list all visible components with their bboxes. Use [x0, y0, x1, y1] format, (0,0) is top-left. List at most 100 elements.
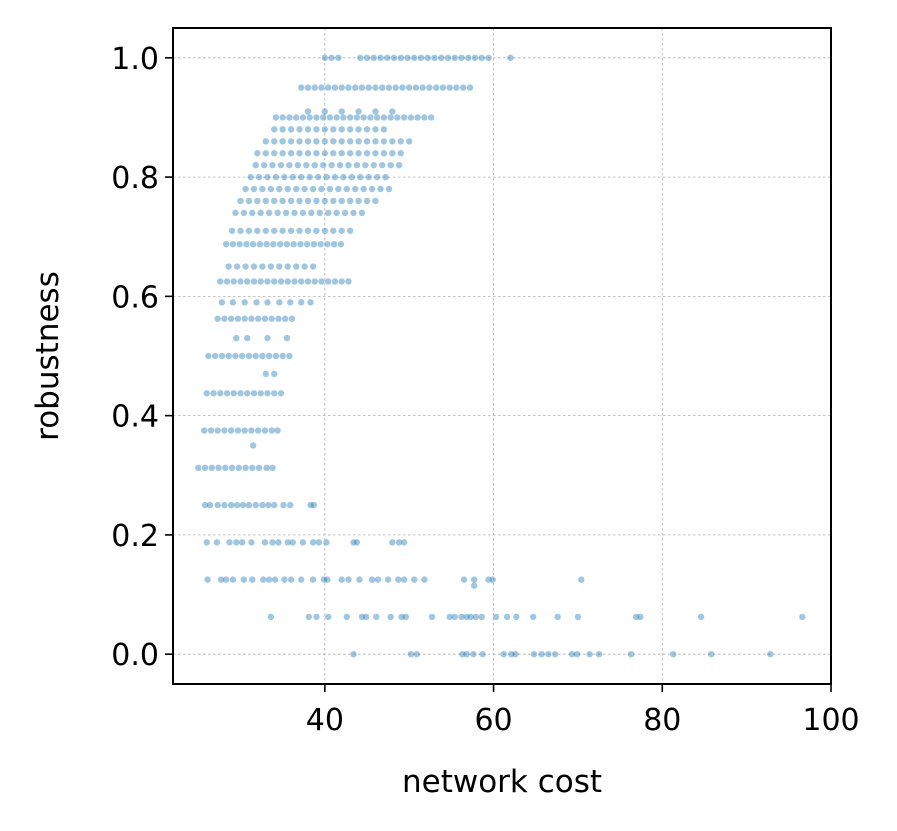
- data-point: [321, 126, 329, 133]
- data-point: [233, 263, 241, 270]
- data-point: [330, 126, 337, 133]
- data-point: [325, 84, 332, 91]
- data-point: [313, 613, 320, 621]
- data-point: [374, 576, 382, 583]
- data-point: [379, 161, 386, 169]
- data-point: [311, 84, 318, 91]
- data-point: [407, 650, 415, 658]
- data-point: [512, 650, 519, 658]
- data-point: [264, 299, 271, 306]
- data-point: [355, 197, 362, 205]
- data-point: [287, 150, 295, 157]
- data-point: [232, 209, 239, 217]
- data-point: [228, 227, 236, 234]
- data-point: [324, 240, 331, 248]
- data-point: [288, 315, 296, 322]
- data-point: [294, 161, 302, 169]
- data-point: [287, 227, 295, 234]
- data-point: [380, 114, 388, 121]
- data-point: [260, 161, 268, 169]
- data-point: [222, 464, 229, 472]
- data-point: [310, 240, 318, 248]
- data-point: [460, 576, 468, 583]
- data-point: [315, 539, 323, 546]
- data-point: [372, 84, 379, 91]
- data-point: [489, 576, 496, 583]
- data-point: [234, 427, 242, 434]
- data-point: [241, 299, 248, 306]
- data-point: [363, 197, 371, 205]
- data-point: [463, 613, 470, 621]
- data-point: [330, 197, 337, 205]
- data-point: [438, 54, 445, 62]
- data-point: [363, 150, 371, 157]
- data-point: [307, 501, 314, 509]
- data-point: [338, 278, 345, 285]
- data-point: [356, 576, 363, 583]
- data-point: [380, 150, 388, 157]
- data-point: [271, 197, 278, 205]
- data-point: [346, 197, 354, 205]
- x-tick-label: 60: [474, 703, 512, 738]
- data-point: [218, 299, 226, 306]
- data-point: [479, 650, 486, 658]
- data-point: [303, 240, 311, 248]
- data-point: [338, 108, 345, 115]
- data-point: [203, 390, 210, 397]
- data-point: [267, 263, 275, 270]
- data-point: [237, 227, 244, 234]
- x-axis-ticks: 40 60 80 100: [306, 684, 860, 738]
- data-point: [274, 209, 281, 217]
- data-point: [250, 185, 258, 193]
- data-point: [298, 173, 305, 181]
- data-point: [444, 54, 452, 62]
- data-point: [259, 352, 266, 360]
- data-point: [365, 84, 372, 91]
- data-point: [244, 390, 251, 397]
- data-point: [225, 352, 232, 360]
- data-point: [330, 150, 337, 157]
- data-point: [321, 138, 329, 145]
- data-point: [323, 539, 330, 546]
- data-point: [242, 464, 249, 472]
- data-point: [289, 173, 296, 181]
- data-point: [353, 539, 361, 546]
- data-point: [314, 173, 322, 181]
- data-point: [255, 315, 262, 322]
- data-point: [306, 114, 313, 121]
- data-point: [362, 613, 370, 621]
- data-point: [265, 576, 273, 583]
- data-point: [281, 576, 288, 583]
- data-point: [287, 138, 295, 145]
- data-point: [400, 539, 408, 546]
- data-point: [458, 613, 465, 621]
- data-point: [554, 613, 561, 621]
- data-point: [299, 209, 307, 217]
- data-point: [321, 150, 329, 157]
- data-point: [355, 150, 362, 157]
- data-point: [249, 464, 256, 472]
- data-point: [459, 650, 466, 658]
- data-point: [355, 126, 362, 133]
- data-point: [205, 352, 212, 360]
- data-point: [321, 108, 329, 115]
- data-point: [248, 427, 255, 434]
- data-point: [439, 84, 447, 91]
- data-point: [530, 613, 537, 621]
- data-point: [389, 138, 396, 145]
- data-point: [426, 84, 433, 91]
- data-point: [249, 576, 256, 583]
- data-point: [230, 278, 237, 285]
- data-point: [237, 197, 244, 205]
- y-tick-label: 0.8: [111, 161, 159, 196]
- data-point: [397, 150, 404, 157]
- data-point: [318, 84, 325, 91]
- data-point: [291, 209, 298, 217]
- data-point: [309, 576, 317, 583]
- data-point: [346, 227, 354, 234]
- data-point: [240, 209, 248, 217]
- data-point: [451, 613, 458, 621]
- data-point: [296, 150, 303, 157]
- data-point: [317, 240, 324, 248]
- data-point: [262, 227, 269, 234]
